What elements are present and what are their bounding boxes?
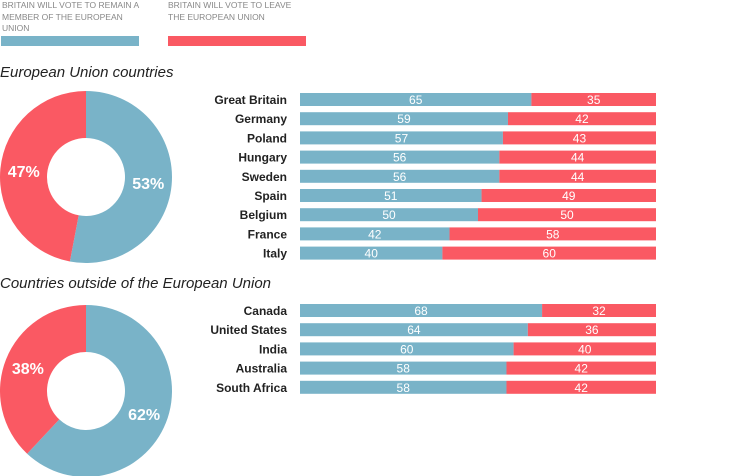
eu-value-remain-sweden: 56: [393, 170, 407, 184]
eu-bar-remain-poland: [300, 131, 503, 145]
section-title-non-eu: Countries outside of the European Union: [0, 275, 272, 292]
non-eu-category-label-australia: Australia: [236, 362, 288, 376]
legend-leave-swatch: [168, 36, 306, 46]
eu-category-label-great-britain: Great Britain: [214, 93, 287, 107]
non-eu-bar-remain-south-africa: [300, 380, 507, 394]
non-eu-bar-remain-india: [300, 342, 514, 356]
eu-category-label-italy: Italy: [263, 247, 287, 261]
section-title-eu: European Union countries: [0, 64, 174, 81]
eu-bar-leave-great-britain: [531, 93, 656, 106]
eu-value-leave-sweden: 44: [571, 170, 585, 184]
eu-donut-slice-remain: [69, 91, 172, 263]
non-eu-donut-slice-remain: [27, 305, 172, 476]
non-eu-bar-leave-india: [513, 342, 656, 356]
eu-value-remain-great-britain: 65: [409, 93, 423, 107]
eu-donut-label-leave: 47%: [8, 164, 40, 181]
eu-bar-leave-france: [449, 227, 656, 241]
eu-donut-slice-leave: [0, 91, 86, 262]
eu-value-leave-spain: 49: [562, 189, 576, 203]
eu-donut-label-remain: 53%: [132, 176, 164, 193]
non-eu-bar-leave-south-africa: [506, 380, 656, 394]
eu-value-leave-france: 58: [546, 227, 560, 241]
eu-bar-leave-germany: [507, 112, 656, 126]
eu-bar-remain-france: [300, 227, 450, 241]
non-eu-donut-slice-leave: [0, 305, 86, 454]
eu-value-remain-france: 42: [368, 227, 382, 241]
non-eu-value-remain-australia: 58: [397, 362, 411, 376]
eu-bar-remain-sweden: [300, 169, 500, 183]
non-eu-donut-label-leave: 38%: [12, 361, 44, 378]
non-eu-value-leave-canada: 32: [592, 304, 606, 318]
eu-value-leave-belgium: 50: [560, 208, 574, 222]
non-eu-bar-leave-united-states: [527, 323, 656, 337]
eu-value-remain-spain: 51: [384, 189, 398, 203]
eu-bar-leave-poland: [502, 131, 656, 145]
eu-category-label-spain: Spain: [254, 189, 287, 203]
eu-bar-leave-sweden: [499, 169, 656, 183]
non-eu-category-label-united-states: United States: [210, 323, 287, 337]
non-eu-value-leave-australia: 42: [575, 362, 589, 376]
eu-category-label-germany: Germany: [235, 112, 287, 126]
eu-value-leave-italy: 60: [543, 247, 557, 261]
eu-value-leave-germany: 42: [575, 112, 589, 126]
eu-value-remain-hungary: 56: [393, 151, 407, 165]
eu-bar-leave-spain: [481, 189, 656, 202]
non-eu-donut-label-remain: 62%: [128, 407, 160, 424]
non-eu-value-remain-united-states: 64: [407, 323, 421, 337]
non-eu-category-label-canada: Canada: [244, 304, 288, 318]
eu-value-remain-italy: 40: [365, 247, 379, 261]
eu-value-leave-great-britain: 35: [587, 93, 601, 107]
eu-category-label-sweden: Sweden: [242, 170, 287, 184]
eu-bar-leave-italy: [442, 246, 656, 260]
eu-bar-leave-hungary: [499, 150, 656, 164]
non-eu-value-leave-india: 40: [578, 342, 592, 356]
legend-leave-label: BRITAIN WILL VOTE TO LEAVE THE EUROPEAN …: [168, 0, 292, 22]
legend-remain-swatch: [1, 36, 139, 46]
eu-category-label-poland: Poland: [247, 131, 287, 145]
eu-bar-remain-great-britain: [300, 93, 532, 106]
eu-category-label-hungary: Hungary: [238, 151, 287, 165]
legend-remain: BRITAIN WILL VOTE TO REMAIN A MEMBER OF …: [2, 0, 139, 35]
non-eu-bar-remain-canada: [300, 304, 543, 317]
eu-category-label-belgium: Belgium: [240, 208, 287, 222]
eu-bar-remain-spain: [300, 189, 482, 202]
legend-leave: BRITAIN WILL VOTE TO LEAVE THE EUROPEAN …: [168, 0, 291, 23]
eu-value-remain-germany: 59: [397, 112, 411, 126]
eu-bar-remain-germany: [300, 112, 508, 126]
non-eu-category-label-south-africa: South Africa: [216, 381, 287, 395]
eu-value-remain-belgium: 50: [382, 208, 396, 222]
non-eu-bar-leave-canada: [542, 304, 656, 317]
non-eu-value-remain-india: 60: [400, 342, 414, 356]
non-eu-bar-remain-united-states: [300, 323, 528, 337]
eu-value-leave-hungary: 44: [571, 151, 585, 165]
non-eu-value-leave-south-africa: 42: [575, 381, 589, 395]
non-eu-bar-leave-australia: [506, 361, 656, 375]
eu-value-leave-poland: 43: [573, 131, 587, 145]
legend-remain-label: BRITAIN WILL VOTE TO REMAIN A MEMBER OF …: [2, 0, 140, 33]
non-eu-value-remain-south-africa: 58: [397, 381, 411, 395]
non-eu-value-remain-canada: 68: [414, 304, 428, 318]
eu-category-label-france: France: [248, 227, 288, 241]
non-eu-value-leave-united-states: 36: [585, 323, 599, 337]
eu-bar-leave-belgium: [478, 208, 656, 222]
non-eu-bar-remain-australia: [300, 361, 507, 375]
eu-value-remain-poland: 57: [395, 131, 409, 145]
eu-bar-remain-belgium: [300, 208, 478, 222]
eu-bar-remain-hungary: [300, 150, 500, 164]
eu-bar-remain-italy: [300, 246, 443, 260]
non-eu-category-label-india: India: [259, 342, 287, 356]
